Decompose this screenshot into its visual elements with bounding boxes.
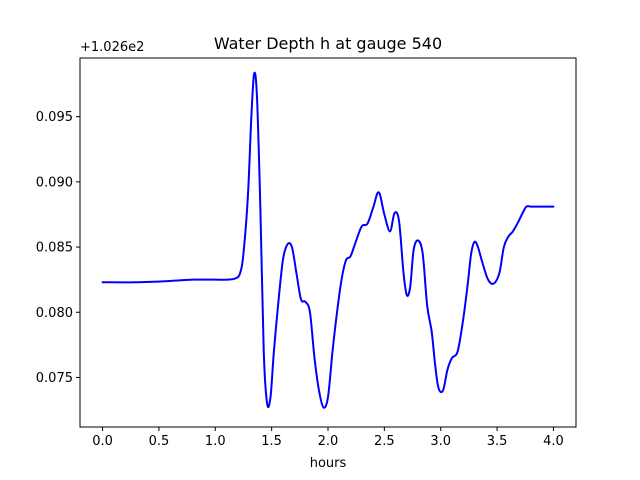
y-tick-label: 0.090 <box>36 175 73 190</box>
y-tick-label: 0.075 <box>36 371 73 386</box>
x-tick-label: 2.0 <box>318 434 339 449</box>
series-layer <box>101 71 555 409</box>
x-tick-label: 2.5 <box>374 434 395 449</box>
x-tick-label: 3.0 <box>430 434 451 449</box>
x-axis-label: hours <box>310 456 347 471</box>
y-offset-label: +1.026e2 <box>80 40 144 55</box>
x-tick-label: 3.5 <box>487 434 508 449</box>
x-tick-label: 4.0 <box>543 434 564 449</box>
x-axis: 0.0 0.5 1.0 1.5 2.0 2.5 3.0 3.5 4.0 <box>92 427 564 449</box>
y-tick-label: 0.095 <box>36 110 73 125</box>
series-line <box>101 71 555 409</box>
y-axis: 0.075 0.080 0.085 0.090 0.095 <box>36 110 80 386</box>
x-tick-label: 1.0 <box>205 434 226 449</box>
y-tick-label: 0.085 <box>36 241 73 256</box>
y-tick-label: 0.080 <box>36 306 73 321</box>
x-tick-label: 0.5 <box>149 434 170 449</box>
plot-area <box>79 57 577 428</box>
x-tick-label: 0.0 <box>92 434 113 449</box>
chart-title: Water Depth h at gauge 540 <box>214 34 442 53</box>
x-tick-label: 1.5 <box>261 434 282 449</box>
